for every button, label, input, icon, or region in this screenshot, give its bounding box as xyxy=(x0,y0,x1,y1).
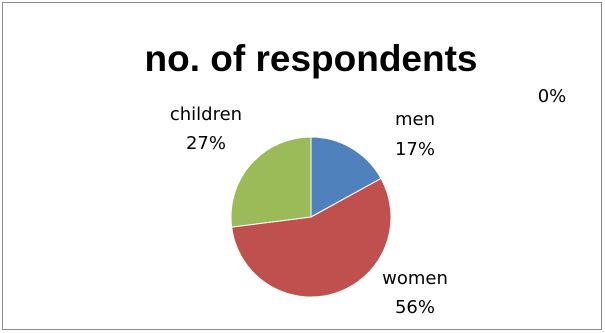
chart-title: no. of respondents xyxy=(145,38,478,79)
slice-percent-men: 17% xyxy=(395,139,435,160)
pie-labels: men 17% women 56% children 27% 0% xyxy=(170,86,566,318)
slice-name-children: children xyxy=(170,104,242,125)
pie-chart: no. of respondents men 17% women 56% chi… xyxy=(145,38,567,318)
slice-percent-women: 56% xyxy=(395,297,435,318)
pie-slice-children xyxy=(230,136,312,228)
pie-slices xyxy=(230,136,392,298)
slice-name-women: women xyxy=(382,268,448,289)
slice-name-men: men xyxy=(395,109,435,130)
slice-percent-children: 27% xyxy=(186,133,226,154)
pie-slice-men xyxy=(310,136,382,218)
slice-percent-zero: 0% xyxy=(538,86,567,107)
chart-frame: no. of respondents men 17% women 56% chi… xyxy=(2,2,602,330)
pie-slice-women xyxy=(231,177,392,298)
